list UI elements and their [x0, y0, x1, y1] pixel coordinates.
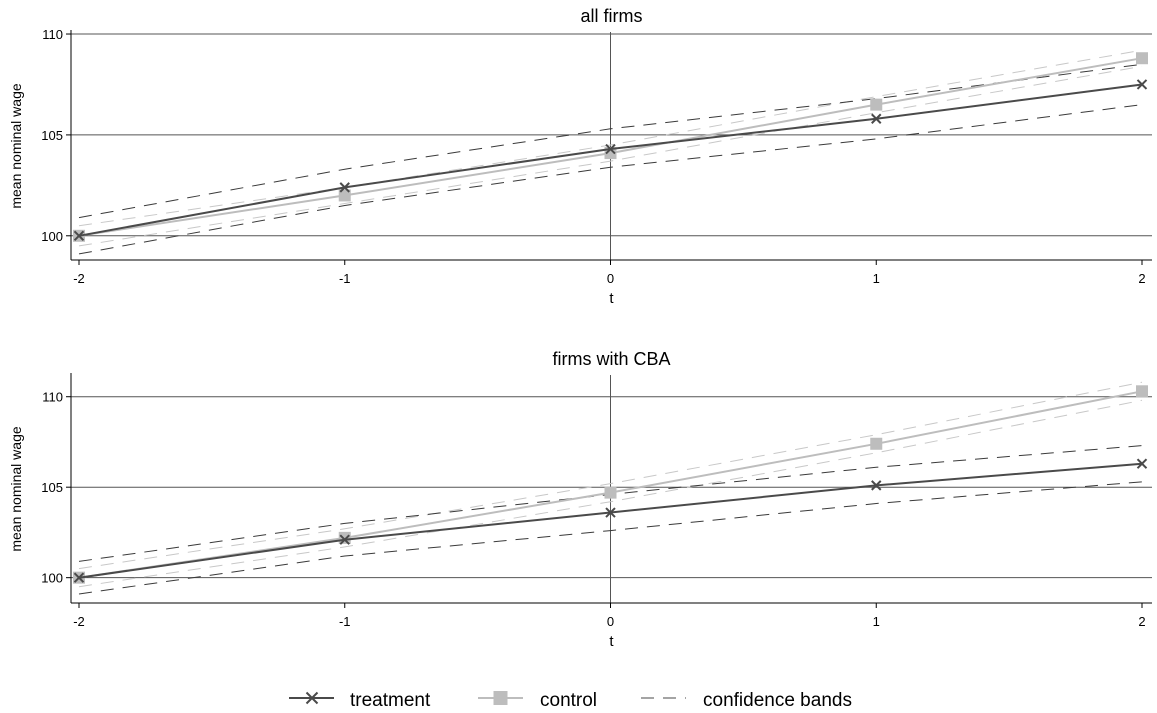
band-treatment-upper: [78, 63, 1143, 219]
band-treatment-lower: [78, 104, 1143, 255]
y-tick-label: 100: [41, 229, 63, 244]
point-control: [338, 189, 351, 202]
y-tick-label: 105: [41, 128, 63, 143]
legend-label-control: control: [540, 690, 597, 711]
x-tick-label: -2: [73, 271, 85, 286]
y-tick-label: 100: [41, 571, 63, 586]
x-tick-label: 2: [1138, 614, 1145, 629]
band-control-lower: [78, 399, 1143, 588]
x-axis-label: t: [609, 633, 614, 650]
panel-firms-with-cba: 100 105 110 -2 -1 0 1 2 firms with CBA t mean nomi…: [8, 349, 1152, 650]
band-control-upper: [78, 49, 1143, 227]
point-treatment: [339, 182, 350, 193]
point-treatment: [1136, 79, 1148, 90]
x-tick-label: -2: [73, 614, 85, 629]
x-tick-label: 1: [873, 271, 880, 286]
x-tick-label: 2: [1138, 271, 1145, 286]
legend-item-confidence-bands: confidence bands: [641, 690, 852, 711]
point-treatment: [871, 113, 882, 124]
point-control: [604, 486, 617, 499]
band-control-upper: [78, 381, 1143, 570]
point-control: [338, 531, 351, 544]
x-tick-label: -1: [339, 614, 351, 629]
y-tick-label: 105: [41, 480, 63, 495]
x-axis-label: t: [609, 290, 614, 307]
x-tick-label: -1: [339, 271, 351, 286]
band-control-lower: [78, 65, 1143, 247]
point-control: [1136, 385, 1148, 398]
point-treatment: [73, 230, 85, 241]
y-tick-label: 110: [42, 390, 63, 405]
legend-item-treatment: treatment: [289, 690, 431, 711]
legend-marker-control: [493, 691, 508, 705]
point-treatment: [871, 480, 882, 491]
legend: treatment control confidence bands: [289, 690, 852, 711]
point-control: [1136, 52, 1148, 65]
band-treatment-lower: [78, 481, 1143, 595]
point-treatment: [73, 572, 85, 583]
x-tick-label: 0: [607, 614, 614, 629]
legend-marker-treatment: [305, 691, 319, 705]
chart-title: all firms: [581, 6, 643, 26]
point-treatment: [339, 534, 350, 545]
panel-all-firms: 100 105 110 -2 -1 0 1 2 all firms t mean nominal w…: [8, 6, 1152, 307]
y-tick-label: 110: [42, 27, 63, 42]
legend-label-confidence-bands: confidence bands: [703, 690, 852, 711]
y-axis-label: mean nominal wage: [8, 83, 24, 209]
point-treatment: [605, 507, 616, 518]
point-control: [870, 437, 883, 450]
point-treatment: [605, 143, 616, 155]
point-control: [870, 98, 883, 111]
x-tick-label: 0: [607, 271, 614, 286]
point-treatment: [1136, 458, 1148, 469]
x-tick-label: 1: [873, 614, 880, 629]
legend-label-treatment: treatment: [350, 690, 431, 711]
legend-item-control: control: [478, 690, 597, 711]
y-axis-label: mean nominal wage: [8, 426, 24, 552]
chart-title: firms with CBA: [552, 349, 670, 369]
